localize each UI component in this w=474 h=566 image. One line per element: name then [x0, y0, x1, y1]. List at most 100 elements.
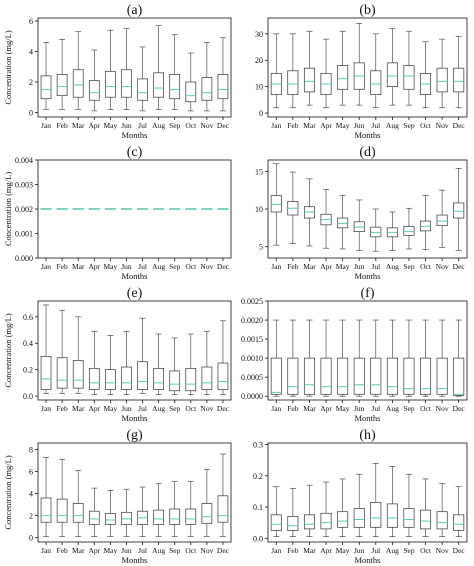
panel-h-xtick-label: Jul — [371, 546, 380, 555]
box-iqr — [40, 497, 52, 523]
box-iqr — [153, 72, 164, 98]
box-iqr — [403, 357, 415, 395]
box-iqr — [337, 65, 349, 90]
panel-f-xtick-label: May — [336, 404, 350, 413]
panel-d-box-Nov — [436, 189, 448, 248]
panel-c-xtick-label: Dec — [217, 262, 230, 271]
box-iqr — [420, 357, 432, 395]
panel-c-ytick-label: 0.000 — [15, 254, 33, 263]
panel-d-xtick-label: Sep — [403, 262, 415, 271]
panel-b-xtick-label: Jun — [354, 121, 365, 130]
panel-h-box-Dec — [453, 486, 465, 537]
box-iqr — [121, 69, 132, 98]
box-iqr — [386, 357, 398, 395]
panel-a-xtick-label: Nov — [200, 121, 213, 130]
box-iqr — [403, 508, 415, 528]
panel-h-xtick-label: May — [336, 546, 350, 555]
panel-f-title: (f) — [361, 286, 375, 301]
panel-a-frame — [37, 17, 232, 118]
panel-f-xtick-label: Jun — [354, 404, 365, 413]
panel-a-xlabel: Months — [122, 130, 148, 140]
panel-c-xtick-label: Jun — [121, 262, 132, 271]
panel-h: (h) 0.0 0.1 0.2 0.3 Jan Feb Mar Apr May Jun Jul Aug S… — [253, 428, 468, 565]
panel-g-xtick-label: Feb — [57, 546, 69, 555]
panel-g-ytick-label: 4 — [29, 490, 33, 499]
panel-e-ytick-label: 0.0 — [23, 392, 33, 401]
panel-d-box-May — [337, 195, 349, 250]
panel-b-box-Jun — [353, 22, 365, 106]
panel-f-xtick-label: Sep — [403, 404, 415, 413]
panel-b-ytick-label: 30 — [255, 30, 263, 39]
panel-g-box-Oct — [185, 481, 197, 537]
panel-h-box-Aug — [386, 466, 398, 537]
box-iqr — [353, 508, 365, 528]
box-iqr — [420, 509, 432, 530]
box-iqr — [270, 357, 282, 395]
panel-b-frame — [267, 17, 468, 118]
box-iqr — [403, 225, 415, 236]
panel-d-box-Dec — [453, 167, 465, 251]
panel-e-xtick-label: Jun — [121, 404, 132, 413]
panel-a-box-May — [105, 29, 116, 110]
box-iqr — [153, 367, 164, 390]
panel-d-box-Jan — [270, 163, 282, 246]
box-iqr — [169, 508, 181, 525]
panel-a-box-Dec — [217, 37, 229, 112]
panel-a-title: (a) — [127, 3, 143, 18]
box-iqr — [88, 80, 100, 101]
panel-h-xtick-label: Feb — [287, 546, 299, 555]
panel-f-box-Jul — [370, 319, 382, 397]
panel-f-ytick-label: 0.0005 — [241, 373, 263, 382]
panel-g-xtick-label: May — [104, 546, 118, 555]
panel-e-xlabel: Months — [122, 413, 148, 423]
panel-e-xtick-label: Jul — [138, 404, 147, 413]
panel-g-box-Nov — [201, 469, 213, 537]
panel-g-frame — [37, 442, 232, 543]
panel-f-xtick-label: Feb — [287, 404, 299, 413]
panel-g-xtick-label: Aug — [152, 546, 165, 555]
panel-c-xtick-label: Oct — [185, 262, 197, 271]
panel-a-ytick-label: 0 — [29, 108, 33, 117]
panel-b-xtick-label: Apr — [320, 121, 332, 130]
panel-e-xtick-label: Feb — [57, 404, 69, 413]
panel-g-xtick-label: Apr — [88, 546, 100, 555]
panel-d-box-Jul — [370, 208, 382, 252]
panel-e-box-Apr — [88, 331, 100, 396]
panel-d-box-Feb — [287, 171, 299, 244]
box-iqr — [185, 508, 197, 525]
panel-e-xtick-label: Mar — [72, 404, 85, 413]
panel-e-xtick-label: Nov — [200, 404, 213, 413]
panel-a-xtick-label: Jun — [121, 121, 132, 130]
panel-d-box-Oct — [420, 195, 432, 251]
panel-f-box-Apr — [320, 319, 332, 397]
panel-b-xtick-label: Dec — [453, 121, 466, 130]
panel-a-box-Feb — [56, 39, 68, 110]
panel-f-xtick-label: Jan — [271, 404, 281, 413]
panel-e-box-Mar — [72, 316, 84, 394]
panel-b-box-Dec — [453, 36, 465, 109]
panel-a: (a) 0 2 4 6 Jan Feb Mar Apr May Jun Jul Aug Sep Oct Nov… — [3, 3, 232, 140]
panel-g-xtick-label: Oct — [185, 546, 197, 555]
box-iqr — [137, 361, 148, 390]
box-iqr — [121, 511, 132, 525]
panel-d-ytick-label: 5 — [259, 243, 263, 252]
panel-a-box-Nov — [201, 42, 213, 112]
panel-a-xtick-label: Mar — [72, 121, 85, 130]
panel-a-xtick-label: Jan — [41, 121, 51, 130]
box-iqr — [303, 514, 315, 530]
panel-f-ytick-label: 0.0025 — [241, 297, 263, 306]
box-iqr — [370, 357, 382, 395]
panel-e-box-Aug — [153, 333, 164, 396]
panel-h-ytick-label: 0.1 — [253, 503, 263, 512]
box-iqr — [270, 514, 282, 531]
panel-f-box-Jun — [353, 319, 365, 397]
box-iqr — [88, 367, 100, 390]
panel-b-xtick-label: Sep — [403, 121, 415, 130]
panel-e-xtick-label: Sep — [169, 404, 181, 413]
panel-f-ytick-label: 0.0020 — [241, 316, 263, 325]
panel-a-xtick-label: Jul — [138, 121, 147, 130]
panel-h-box-Oct — [420, 478, 432, 537]
panel-c-ytick-label: 0.004 — [15, 156, 33, 165]
panel-d-box-Jun — [353, 199, 365, 251]
